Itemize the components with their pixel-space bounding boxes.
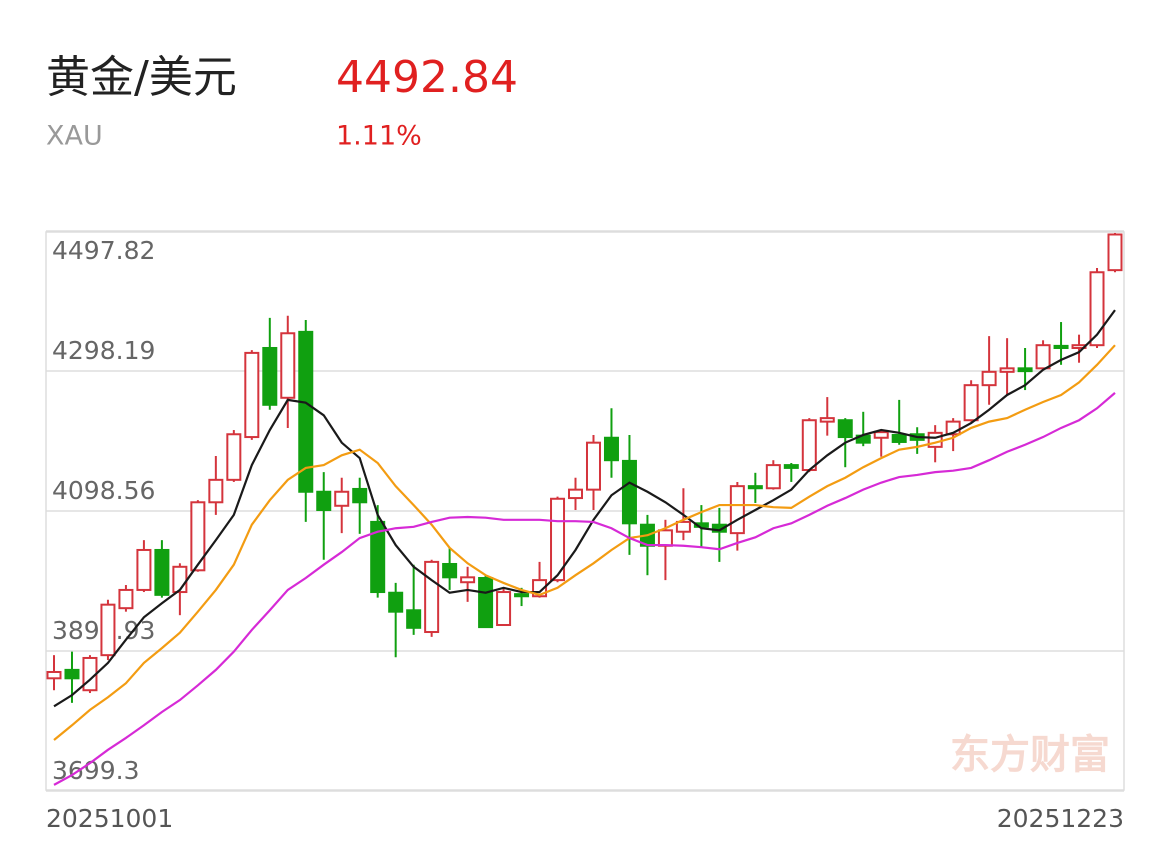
- candle-body: [388, 591, 404, 613]
- candle-body: [370, 520, 386, 594]
- candle-body: [424, 560, 440, 634]
- candle-body: [873, 431, 889, 439]
- x-tick-label: 20251223: [997, 804, 1124, 833]
- candle-body: [118, 588, 134, 610]
- candle-body: [729, 485, 745, 535]
- candle-body: [585, 441, 601, 491]
- moving-average: [53, 309, 1116, 708]
- code: XAU: [46, 121, 103, 152]
- candle-body: [334, 490, 350, 507]
- candle-body: [190, 501, 206, 572]
- candle-body: [621, 459, 637, 525]
- price: 4492.84: [336, 52, 518, 103]
- candle-body: [981, 370, 997, 387]
- moving-average: [53, 392, 1116, 786]
- candle-body: [514, 593, 530, 598]
- candle-body: [208, 478, 224, 504]
- candle-body: [460, 576, 476, 584]
- candle-body: [568, 488, 584, 500]
- candle-body: [1089, 271, 1105, 347]
- y-tick-label: 4497.82: [52, 236, 155, 265]
- candle-body: [657, 529, 673, 547]
- candle-body: [352, 487, 368, 504]
- candle-body: [765, 464, 781, 490]
- candle-body: [1017, 367, 1033, 373]
- candle-body: [693, 522, 709, 528]
- candle-body: [316, 490, 332, 511]
- candle-body: [819, 417, 835, 423]
- candle-body: [963, 384, 979, 422]
- candle-body: [244, 351, 260, 439]
- title: 黄金/美元: [46, 52, 237, 103]
- candle-body: [298, 330, 314, 493]
- candle-body: [837, 419, 853, 439]
- candle-body: [1107, 233, 1123, 272]
- moving-average: [53, 344, 1116, 741]
- candle-body: [891, 433, 907, 443]
- candle-body: [262, 346, 278, 406]
- candle-body: [999, 367, 1015, 373]
- candle-body: [100, 603, 116, 657]
- candle-body: [496, 591, 512, 627]
- y-tick-label: 3699.3: [52, 756, 139, 785]
- candle-body: [154, 548, 170, 596]
- y-tick-label: 4098.56: [52, 476, 155, 505]
- candle-body: [64, 668, 80, 680]
- candle-body: [1035, 344, 1051, 370]
- candle-body: [801, 419, 817, 472]
- candle-body: [136, 548, 152, 591]
- candle-body: [226, 433, 242, 481]
- candle-body: [1053, 344, 1069, 349]
- candle-body: [478, 577, 494, 629]
- candle-body: [747, 485, 763, 490]
- candle-body: [711, 523, 727, 533]
- candle-body: [280, 332, 296, 399]
- candle-body: [603, 436, 619, 462]
- candle-body: [406, 609, 422, 629]
- change: 1.11%: [336, 121, 422, 152]
- candle-body: [783, 464, 799, 469]
- candle-body: [675, 520, 691, 533]
- x-tick-label: 20251001: [46, 804, 173, 833]
- candle-body: [46, 670, 62, 680]
- candle-body: [442, 562, 458, 579]
- watermark: 东方财富: [950, 732, 1110, 778]
- candle-body: [550, 497, 566, 582]
- y-tick-label: 4298.19: [52, 336, 155, 365]
